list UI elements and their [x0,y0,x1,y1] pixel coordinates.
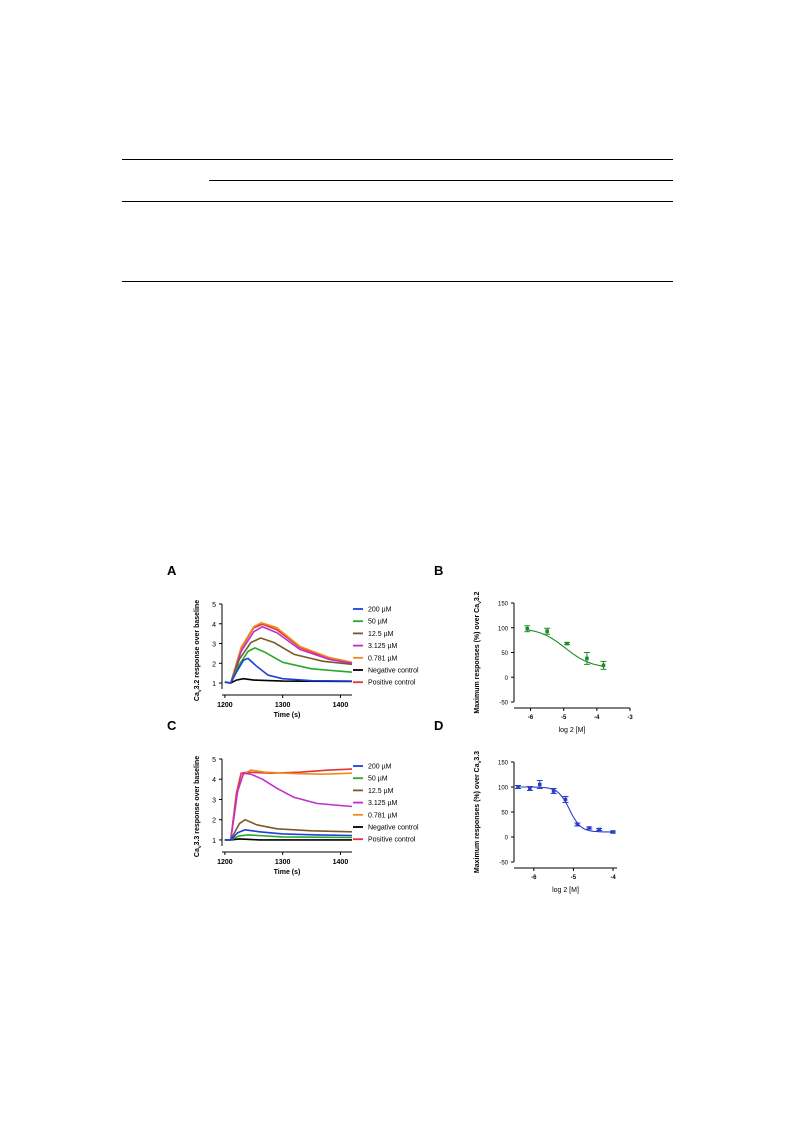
y-tick-label-A: 2 [212,661,216,668]
data-point-D-6 [587,826,592,830]
y-axis-label-C: Cav3.3 response over baseline [194,756,203,857]
table-header-subrule [209,180,673,181]
y-tick-label-D: 100 [498,786,509,792]
x-tick-label-A: 1200 [217,702,233,709]
legend-label-C-1: 50 µM [368,776,388,783]
y-tick-label-C: 3 [212,797,216,804]
series-line-C-2 [224,818,353,841]
y-tick-label-B: 50 [501,651,508,657]
data-point-D-4 [563,797,568,802]
x-tick-label-C: 1200 [217,859,233,866]
legend-label-A-1: 50 µM [368,619,388,626]
data-point-B-1 [545,629,549,634]
y-axis-label-D: Maximum responses (%) over Cav3.3 [474,751,483,873]
legend-label-A-2: 12.5 µM [368,631,394,638]
x-tick-label-D: -6 [531,875,537,881]
data-point-D-5 [575,822,580,827]
panel-letter-a: A [167,563,177,578]
series-line-C-3 [224,772,353,841]
x-tick-label-A: 1400 [333,702,349,709]
data-point-B-0 [525,626,530,631]
y-tick-label-C: 2 [212,818,216,825]
legend-label-A-6: Positive control [368,680,416,687]
x-axis-label-D: log 2 [M] [552,887,579,894]
y-axis-label-A: Cav3.2 response over baseline [194,600,203,701]
x-axis-label-B: log 2 [M] [559,727,586,734]
data-point-D-7 [597,827,601,832]
y-tick-label-D: 50 [501,811,508,817]
data-point-B-4 [601,663,606,668]
legend-label-A-0: 200 µM [368,607,392,614]
y-tick-label-C: 4 [212,777,216,784]
data-point-D-3 [551,789,556,793]
x-tick-label-D: -5 [571,875,577,881]
y-tick-label-B: 150 [498,602,509,608]
x-tick-label-A: 1300 [275,702,291,709]
legend-label-C-3: 3.125 µM [368,800,397,807]
x-tick-label-C: 1400 [333,859,349,866]
y-tick-label-A: 4 [212,622,216,629]
table-header-rule [122,201,673,202]
legend-label-C-4: 0.781 µM [368,812,397,819]
series-line-C-0 [224,829,353,841]
legend-label-C-0: 200 µM [368,764,392,771]
y-tick-label-C: 5 [212,757,216,764]
data-point-D-8 [611,830,615,834]
x-axis-label-C: Time (s) [274,869,301,876]
y-tick-label-A: 3 [212,642,216,649]
x-tick-label-D: -4 [610,875,616,881]
y-tick-label-D: 0 [505,836,509,842]
y-axis-label-B: Maximum responses (%) over Cav3.2 [474,591,483,713]
fit-curve-D [518,786,613,833]
table-bottom-rule [122,281,673,282]
y-tick-label-D: -50 [499,861,508,867]
x-tick-label-B: -5 [561,715,567,721]
legend-label-C-5: Negative control [368,825,419,832]
legend-label-C-2: 12.5 µM [368,788,394,795]
table-top-rule [122,159,673,160]
x-tick-label-B: -6 [528,715,534,721]
x-tick-label-C: 1300 [275,859,291,866]
series-line-A-0 [224,657,353,684]
x-tick-label-B: -4 [594,715,600,721]
series-line-C-5 [224,838,352,841]
panel-letter-d: D [434,718,444,733]
x-axis-label-A: Time (s) [274,712,301,719]
x-tick-label-B: -3 [627,715,633,721]
data-point-B-3 [585,656,589,661]
y-tick-label-A: 5 [212,602,216,609]
data-point-D-2 [537,782,542,787]
legend-label-A-4: 0.781 µM [368,655,397,662]
y-tick-label-B: 100 [498,626,509,632]
y-tick-label-B: 0 [505,676,509,682]
legend-label-C-6: Positive control [368,837,416,844]
y-tick-label-A: 1 [212,681,216,688]
series-line-A-3 [224,625,353,684]
legend-label-A-5: Negative control [368,668,419,675]
data-point-D-1 [528,786,532,791]
fit-curve-B [527,629,604,667]
y-tick-label-D: 150 [498,761,509,767]
y-tick-label-B: -50 [499,701,508,707]
data-point-B-2 [565,641,569,646]
data-point-D-0 [516,785,520,789]
panel-letter-c: C [167,718,177,733]
panel-letter-b: B [434,563,444,578]
legend-label-A-3: 3.125 µM [368,643,397,650]
y-tick-label-C: 1 [212,838,216,845]
